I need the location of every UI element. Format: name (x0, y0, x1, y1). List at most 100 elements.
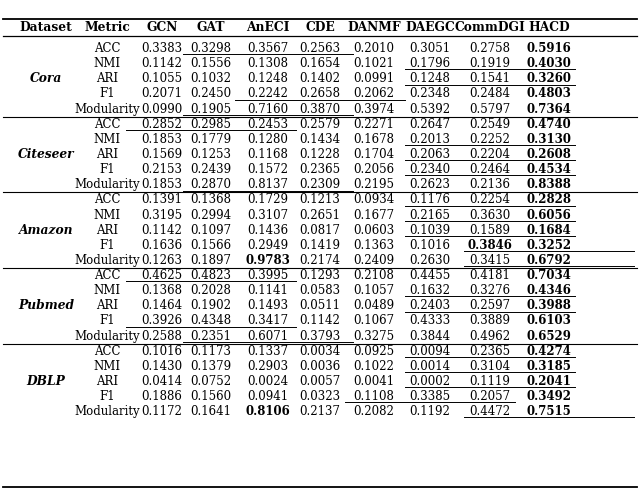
Text: ARI: ARI (96, 224, 118, 237)
Text: 0.3275: 0.3275 (353, 329, 395, 343)
Text: ACC: ACC (93, 193, 120, 206)
Text: 0.2588: 0.2588 (141, 329, 182, 343)
Text: 0.1779: 0.1779 (191, 133, 232, 146)
Text: 0.5916: 0.5916 (527, 42, 572, 55)
Text: 0.2056: 0.2056 (353, 163, 395, 176)
Text: 0.4348: 0.4348 (191, 314, 232, 327)
Text: 0.3298: 0.3298 (191, 42, 232, 55)
Text: 0.1566: 0.1566 (191, 239, 232, 252)
Text: 0.2630: 0.2630 (410, 254, 451, 267)
Text: 0.0752: 0.0752 (191, 375, 232, 388)
Text: 0.2852: 0.2852 (141, 118, 182, 131)
Text: 0.1032: 0.1032 (191, 72, 232, 85)
Text: 0.2204: 0.2204 (470, 148, 511, 161)
Text: 0.0041: 0.0041 (353, 375, 395, 388)
Text: ARI: ARI (96, 299, 118, 312)
Text: 0.1142: 0.1142 (300, 314, 340, 327)
Text: 0.1039: 0.1039 (410, 224, 451, 237)
Text: 0.0934: 0.0934 (353, 193, 395, 206)
Text: 0.1556: 0.1556 (191, 57, 232, 70)
Text: DAEGC: DAEGC (405, 21, 455, 34)
Text: 0.0603: 0.0603 (353, 224, 395, 237)
Text: Modularity: Modularity (74, 178, 140, 191)
Text: 0.1057: 0.1057 (353, 284, 395, 297)
Text: 0.3276: 0.3276 (469, 284, 511, 297)
Text: 0.2137: 0.2137 (300, 405, 340, 418)
Text: 0.7515: 0.7515 (527, 405, 572, 418)
Text: 0.2985: 0.2985 (191, 118, 232, 131)
Text: 0.1176: 0.1176 (410, 193, 451, 206)
Text: 0.3995: 0.3995 (248, 269, 289, 282)
Text: 0.1572: 0.1572 (248, 163, 289, 176)
Text: NMI: NMI (93, 208, 120, 222)
Text: 0.4346: 0.4346 (527, 284, 572, 297)
Text: 0.1022: 0.1022 (353, 360, 394, 373)
Text: 0.0094: 0.0094 (410, 345, 451, 358)
Text: 0.1919: 0.1919 (470, 57, 511, 70)
Text: 0.2254: 0.2254 (470, 193, 511, 206)
Text: 0.0925: 0.0925 (353, 345, 395, 358)
Text: 0.1293: 0.1293 (300, 269, 340, 282)
Text: 0.2365: 0.2365 (300, 163, 340, 176)
Text: 0.2041: 0.2041 (527, 375, 572, 388)
Text: 0.6529: 0.6529 (527, 329, 572, 343)
Text: 0.4181: 0.4181 (470, 269, 511, 282)
Text: 0.1493: 0.1493 (248, 299, 289, 312)
Text: 0.1704: 0.1704 (353, 148, 395, 161)
Text: 0.6103: 0.6103 (527, 314, 572, 327)
Text: 0.1248: 0.1248 (410, 72, 451, 85)
Text: 0.1677: 0.1677 (353, 208, 395, 222)
Text: ACC: ACC (93, 345, 120, 358)
Text: 0.0024: 0.0024 (248, 375, 289, 388)
Text: 0.0990: 0.0990 (141, 103, 182, 116)
Text: F1: F1 (99, 163, 115, 176)
Text: 0.1253: 0.1253 (191, 148, 232, 161)
Text: 0.9783: 0.9783 (246, 254, 291, 267)
Text: 0.4740: 0.4740 (527, 118, 572, 131)
Text: 0.0414: 0.0414 (141, 375, 182, 388)
Text: 0.1308: 0.1308 (248, 57, 289, 70)
Text: 0.1141: 0.1141 (248, 284, 289, 297)
Text: 0.2439: 0.2439 (191, 163, 232, 176)
Text: 0.1263: 0.1263 (141, 254, 182, 267)
Text: 0.2082: 0.2082 (353, 405, 394, 418)
Text: 0.2365: 0.2365 (469, 345, 511, 358)
Text: 0.1192: 0.1192 (410, 405, 451, 418)
Text: 0.2174: 0.2174 (300, 254, 340, 267)
Text: 0.4803: 0.4803 (527, 87, 572, 101)
Text: Pubmed: Pubmed (18, 299, 74, 312)
Text: 0.1729: 0.1729 (248, 193, 289, 206)
Text: F1: F1 (99, 239, 115, 252)
Text: AnECI: AnECI (246, 21, 290, 34)
Text: 0.1067: 0.1067 (353, 314, 395, 327)
Text: 0.1853: 0.1853 (141, 133, 182, 146)
Text: 0.0014: 0.0014 (410, 360, 451, 373)
Text: DANMF: DANMF (347, 21, 401, 34)
Text: 0.1173: 0.1173 (191, 345, 232, 358)
Text: Citeseer: Citeseer (18, 148, 74, 161)
Text: 0.2340: 0.2340 (410, 163, 451, 176)
Text: 0.0323: 0.0323 (300, 390, 340, 403)
Text: F1: F1 (99, 87, 115, 101)
Text: 0.1684: 0.1684 (527, 224, 572, 237)
Text: 0.3417: 0.3417 (248, 314, 289, 327)
Text: 0.1368: 0.1368 (141, 284, 182, 297)
Text: 0.3844: 0.3844 (410, 329, 451, 343)
Text: 0.1391: 0.1391 (141, 193, 182, 206)
Text: 0.1436: 0.1436 (248, 224, 289, 237)
Text: 0.3870: 0.3870 (300, 103, 340, 116)
Text: 0.1172: 0.1172 (141, 405, 182, 418)
Text: 0.2484: 0.2484 (470, 87, 511, 101)
Text: 0.1097: 0.1097 (191, 224, 232, 237)
Text: 0.1168: 0.1168 (248, 148, 289, 161)
Text: NMI: NMI (93, 284, 120, 297)
Text: 0.0941: 0.0941 (248, 390, 289, 403)
Text: 0.5392: 0.5392 (410, 103, 451, 116)
Text: 0.2403: 0.2403 (410, 299, 451, 312)
Text: 0.1419: 0.1419 (300, 239, 340, 252)
Text: 0.2063: 0.2063 (410, 148, 451, 161)
Text: 0.2608: 0.2608 (527, 148, 572, 161)
Text: 0.1142: 0.1142 (141, 57, 182, 70)
Text: 0.1897: 0.1897 (191, 254, 232, 267)
Text: 0.4333: 0.4333 (410, 314, 451, 327)
